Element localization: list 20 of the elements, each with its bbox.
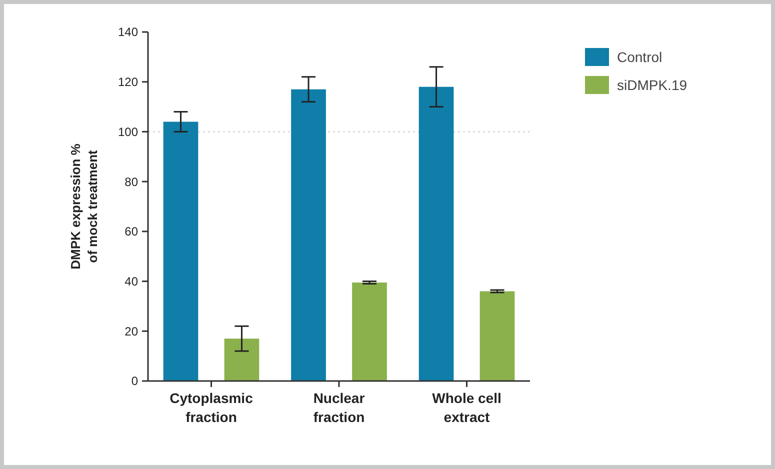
bar	[291, 89, 326, 381]
bar	[480, 291, 515, 381]
x-tick-label: Whole cell extract	[432, 390, 502, 425]
y-tick-label: 140	[118, 25, 138, 40]
bar	[352, 282, 387, 381]
y-tick-label: 0	[131, 374, 138, 388]
x-tick-label: Nuclear fraction	[313, 390, 366, 425]
legend-label: siDMPK.19	[617, 76, 688, 93]
bar	[224, 338, 260, 381]
y-tick-label: 120	[118, 75, 138, 90]
y-tick-label: 20	[124, 324, 138, 338]
bar	[163, 122, 198, 381]
legend-label: Control	[617, 48, 662, 65]
x-tick-label: Cytoplasmic fraction	[170, 390, 254, 425]
y-tick-label: 60	[124, 224, 138, 239]
y-axis-title: DMPK expression % of mock treatment	[68, 143, 100, 270]
y-tick-label: 80	[124, 174, 138, 189]
y-tick-label: 100	[118, 124, 138, 139]
bar	[418, 86, 454, 381]
y-tick-label: 40	[124, 274, 138, 288]
